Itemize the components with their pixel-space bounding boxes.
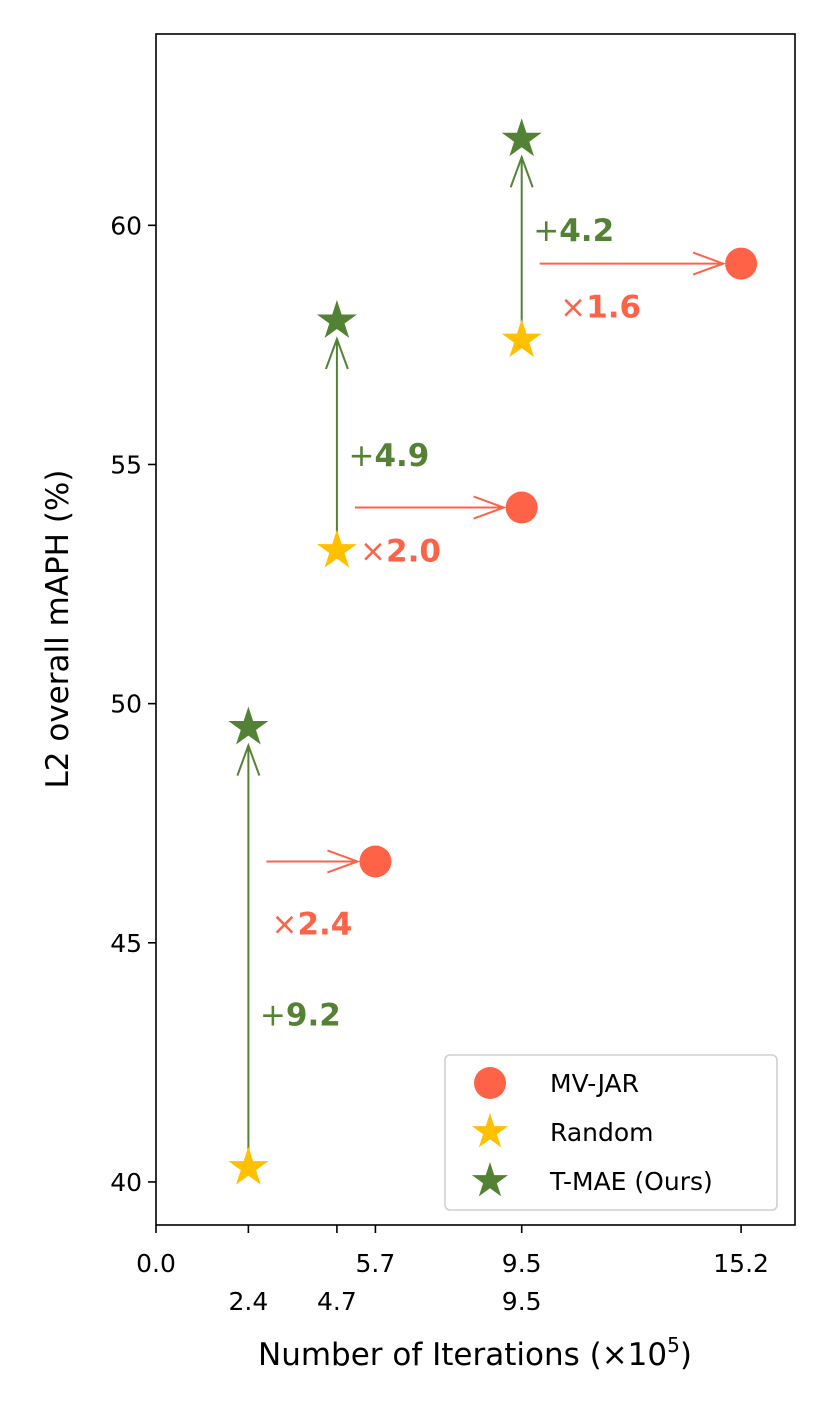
y-tick-label: 60 — [110, 211, 142, 240]
legend-label: MV-JAR — [550, 1069, 639, 1098]
annotation-label: +4.2 — [533, 213, 614, 249]
plot-frame — [155, 33, 796, 1226]
legend-marker-star — [471, 1162, 509, 1197]
legend: MV-JAR Random T-MAE (Ours) — [444, 1054, 778, 1211]
x-tick-label-secondary: 9.5 — [502, 1287, 542, 1316]
annotation-label: ×2.0 — [360, 534, 441, 570]
arrow-head — [509, 154, 534, 188]
point-star — [228, 706, 269, 745]
point-star — [501, 319, 542, 358]
arrow-head — [324, 336, 349, 370]
arrow-head — [473, 495, 507, 520]
annotation-label: ×1.6 — [560, 290, 641, 326]
annotation-symbol: × — [560, 290, 586, 326]
point-circle — [359, 845, 392, 878]
annotation-symbol: + — [533, 213, 559, 249]
annotation-symbol: × — [271, 907, 297, 943]
x-tick-label: 0.0 — [136, 1249, 176, 1278]
annotation-label: ×2.4 — [271, 907, 352, 943]
legend-label: T-MAE (Ours) — [549, 1167, 713, 1196]
legend-label: Random — [550, 1118, 654, 1147]
markers-layer — [228, 118, 758, 1185]
x-tick-label-secondary: 2.4 — [229, 1287, 269, 1316]
point-circle — [725, 247, 758, 280]
arrow-head — [692, 251, 727, 276]
arrows-layer — [236, 154, 727, 1150]
arrow-head — [327, 849, 361, 874]
annotation-symbol: + — [348, 438, 374, 474]
x-tick-label: 9.5 — [502, 1249, 542, 1278]
annotation-value: 2.0 — [386, 534, 441, 570]
y-axis-title: L2 overall mAPH (%) — [40, 470, 76, 789]
annotation-value: 2.4 — [297, 907, 352, 943]
x-tick-label: 5.7 — [356, 1249, 396, 1278]
arrow-head — [236, 742, 261, 776]
point-star — [501, 118, 542, 157]
annotation-value: 9.2 — [286, 998, 341, 1034]
annotation-symbol: × — [360, 534, 386, 570]
x-tick-label: 15.2 — [713, 1249, 769, 1278]
x-axis-title-sup: 5 — [667, 1333, 680, 1357]
y-tick-label: 40 — [110, 1168, 142, 1197]
legend-marker-circle — [474, 1067, 506, 1099]
point-circle — [505, 491, 538, 524]
annotation-value: 1.6 — [586, 290, 641, 326]
annotation-value: 4.2 — [559, 213, 614, 249]
annotation-symbol: + — [260, 998, 286, 1034]
point-star — [228, 1146, 269, 1185]
y-tick-label: 45 — [110, 929, 142, 958]
x-axis-title-main: Number of Iterations (×10 — [258, 1337, 667, 1373]
legend-marker-star — [471, 1113, 509, 1148]
annotations-layer: +9.2×2.4+4.9×2.0+4.2×1.6 — [260, 213, 641, 1033]
ticks-layer: 40 45 50 55 60 0.0 5.7 9.5 15.2 2.4 4.7 9.5 — [110, 211, 769, 1316]
annotation-label: +9.2 — [260, 998, 341, 1034]
x-tick-label-secondary: 4.7 — [317, 1287, 357, 1316]
x-axis-title: Number of Iterations (×105) — [258, 1333, 692, 1373]
annotation-value: 4.9 — [374, 438, 429, 474]
y-tick-label: 50 — [110, 690, 142, 719]
annotation-label: +4.9 — [348, 438, 429, 474]
x-axis-title-close: ) — [680, 1337, 692, 1373]
legend-frame — [444, 1054, 778, 1211]
point-star — [316, 299, 357, 338]
point-star — [316, 529, 357, 568]
y-tick-label: 55 — [110, 450, 142, 479]
